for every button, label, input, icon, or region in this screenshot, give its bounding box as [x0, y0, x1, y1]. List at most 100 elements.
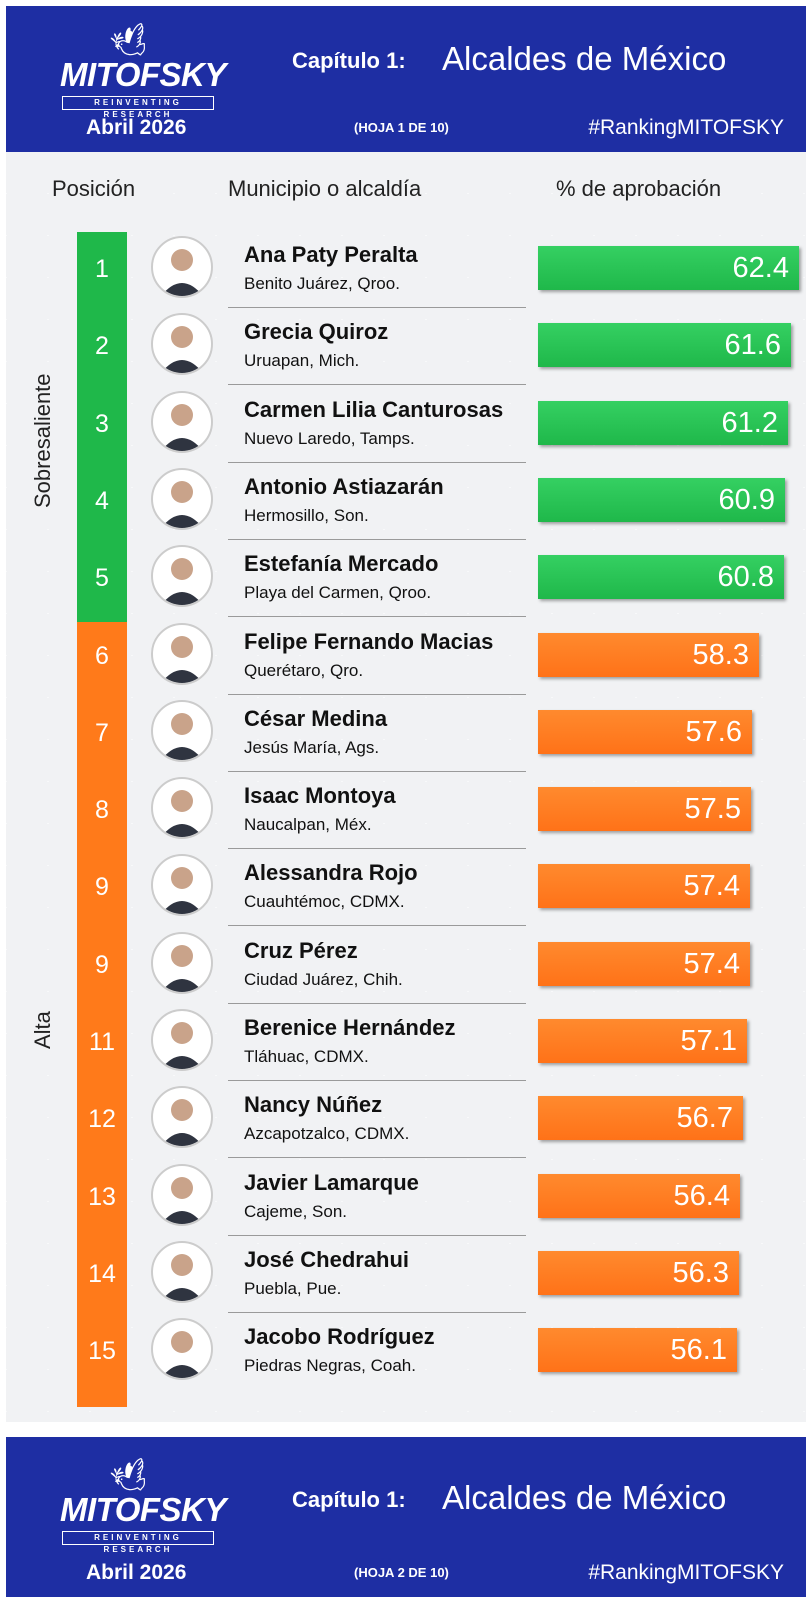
sheet-indicator-2: (HOJA 2 DE 10): [354, 1565, 449, 1580]
approval-value: 57.6: [685, 715, 742, 748]
approval-value: 57.4: [683, 870, 740, 903]
rank-number: 12: [88, 1105, 116, 1134]
hashtag-2: #RankingMITOFSKY: [588, 1561, 784, 1584]
ranking-row: 2 Grecia Quiroz Uruapan, Mich. 61.6: [0, 307, 812, 386]
approval-bar: 57.1: [538, 1019, 747, 1063]
approval-bar: 57.6: [538, 709, 752, 754]
row-separator: [228, 538, 526, 540]
column-header-municipality: Municipio o alcaldía: [228, 176, 422, 201]
mayor-name: Antonio Astiazarán: [244, 473, 444, 499]
group-band-sobresaliente: [77, 232, 127, 622]
group-band-alta: [77, 622, 127, 1407]
avatar: [151, 313, 213, 376]
approval-bar: 56.4: [538, 1173, 740, 1218]
logo-subtitle-2: REINVENTING RESEARCH: [62, 1531, 214, 1554]
municipality: Tláhuac, CDMX.: [244, 1047, 369, 1066]
approval-value: 62.4: [732, 252, 789, 284]
avatar: [151, 1240, 213, 1303]
rank-number: 5: [95, 564, 109, 593]
rank-number: 13: [88, 1182, 116, 1211]
municipality: Playa del Carmen, Qroo.: [244, 583, 432, 603]
logo-subtitle: REINVENTING RESEARCH: [62, 96, 214, 119]
rank-number: 7: [95, 718, 109, 747]
ranking-row: 12 Nancy Núñez Azcapotzalco, CDMX. 56.7: [0, 1080, 812, 1159]
chapter-label-2: Capítulo 1:: [292, 1487, 406, 1512]
rank-number: 4: [95, 486, 109, 515]
chapter-label: Capítulo 1:: [292, 48, 406, 73]
ranking-row: 9 Cruz Pérez Ciudad Juárez, Chih. 57.4: [0, 926, 812, 1004]
avatar: [151, 390, 213, 453]
ranking-row: 14 José Chedrahui Puebla, Pue. 56.3: [0, 1235, 812, 1313]
mayor-name: Jacobo Rodríguez: [244, 1324, 435, 1350]
mayor-name: Nancy Núñez: [244, 1092, 383, 1118]
municipality: Puebla, Pue.: [244, 1278, 342, 1298]
ranking-row: 3 Carmen Lilia Canturosas Nuevo Laredo, Ta…: [0, 385, 812, 463]
avatar: [151, 1163, 213, 1226]
avatar: [151, 1009, 213, 1071]
row-separator: [228, 848, 526, 850]
ranking-row: 1 Ana Paty Peralta Benito Juárez, Qroo. 62.…: [0, 230, 812, 308]
sheet-indicator: (HOJA 1 DE 10): [354, 120, 449, 135]
rank-number: 8: [95, 796, 109, 825]
rank-number: 2: [95, 332, 109, 361]
logo-text: MITOFSKY: [60, 56, 226, 93]
municipality: Cuauhtémoc, CDMX.: [244, 892, 405, 912]
mayor-name: Javier Lamarque: [244, 1169, 419, 1195]
approval-value: 60.8: [717, 561, 774, 594]
mitofsky-logo-2: 🕊 MITOFSKY REINVENTING RESEARCH: [60, 1456, 226, 1554]
hashtag: #RankingMITOFSKY: [588, 116, 784, 139]
municipality: Querétaro, Qro.: [244, 660, 364, 680]
row-separator: [228, 1311, 526, 1313]
avatar: [151, 545, 213, 608]
approval-value: 61.2: [721, 406, 778, 439]
avatar: [151, 467, 213, 530]
rank-number: 15: [88, 1337, 116, 1366]
avatar: [151, 777, 213, 840]
approval-value: 56.1: [670, 1334, 727, 1367]
rank-number: 11: [89, 1028, 115, 1056]
approval-bar: 56.1: [538, 1328, 737, 1373]
rank-number: 9: [95, 950, 109, 979]
approval-bar: 57.4: [538, 864, 750, 909]
approval-bar: 62.4: [538, 246, 799, 290]
rank-number: 14: [88, 1259, 116, 1288]
approval-value: 56.3: [672, 1256, 729, 1289]
municipality: Nuevo Laredo, Tamps.: [244, 428, 415, 448]
rank-number: 6: [95, 641, 109, 670]
ranking-row: 9 Alessandra Rojo Cuauhtémoc, CDMX. 57.4: [0, 848, 812, 927]
row-separator: [228, 770, 526, 772]
municipality: Hermosillo, Son.: [244, 505, 369, 525]
avatar: [151, 1086, 213, 1149]
municipality: Jesús María, Ags.: [244, 737, 380, 757]
column-header-position: Posición: [52, 176, 136, 201]
row-separator: [228, 1234, 526, 1236]
municipality: Benito Juárez, Qroo.: [244, 274, 400, 293]
approval-bar: 57.5: [538, 787, 751, 832]
mayor-name: Grecia Quiroz: [244, 319, 389, 345]
ranking-row: 5 Estefanía Mercado Playa del Carmen, Qroo…: [0, 539, 812, 618]
top-header: 🕊 MITOFSKY REINVENTING RESEARCH Abril 20…: [6, 6, 806, 152]
ranking-row: 4 Antonio Astiazarán Hermosillo, Son. 60.9: [0, 462, 812, 540]
mayor-name: Felipe Fernando Macias: [244, 628, 494, 654]
ranking-row: 11 Berenice Hernández Tláhuac, CDMX. 57.1: [0, 1003, 812, 1081]
row-separator: [228, 616, 526, 618]
row-separator: [228, 1080, 526, 1081]
approval-value: 56.7: [676, 1102, 733, 1135]
avatar: [151, 699, 213, 762]
mitofsky-logo: 🕊 MITOFSKY REINVENTING RESEARCH: [60, 21, 226, 119]
row-separator: [228, 925, 526, 927]
approval-bar: 61.2: [538, 400, 788, 445]
report-date: Abril 2026: [86, 116, 187, 139]
rank-number: 1: [95, 255, 109, 283]
mayor-name: José Chedrahui: [244, 1246, 410, 1272]
approval-value: 57.5: [684, 793, 741, 826]
approval-bar: 60.8: [538, 555, 784, 600]
approval-bar: 60.9: [538, 477, 785, 522]
avatar: [151, 622, 213, 685]
approval-value: 57.1: [680, 1025, 737, 1057]
approval-bar: 58.3: [538, 632, 759, 677]
approval-value: 61.6: [724, 329, 781, 362]
column-header-approval: % de aprobación: [556, 176, 722, 201]
mayor-name: Cruz Pérez: [244, 937, 358, 963]
rank-number: 9: [95, 873, 109, 902]
